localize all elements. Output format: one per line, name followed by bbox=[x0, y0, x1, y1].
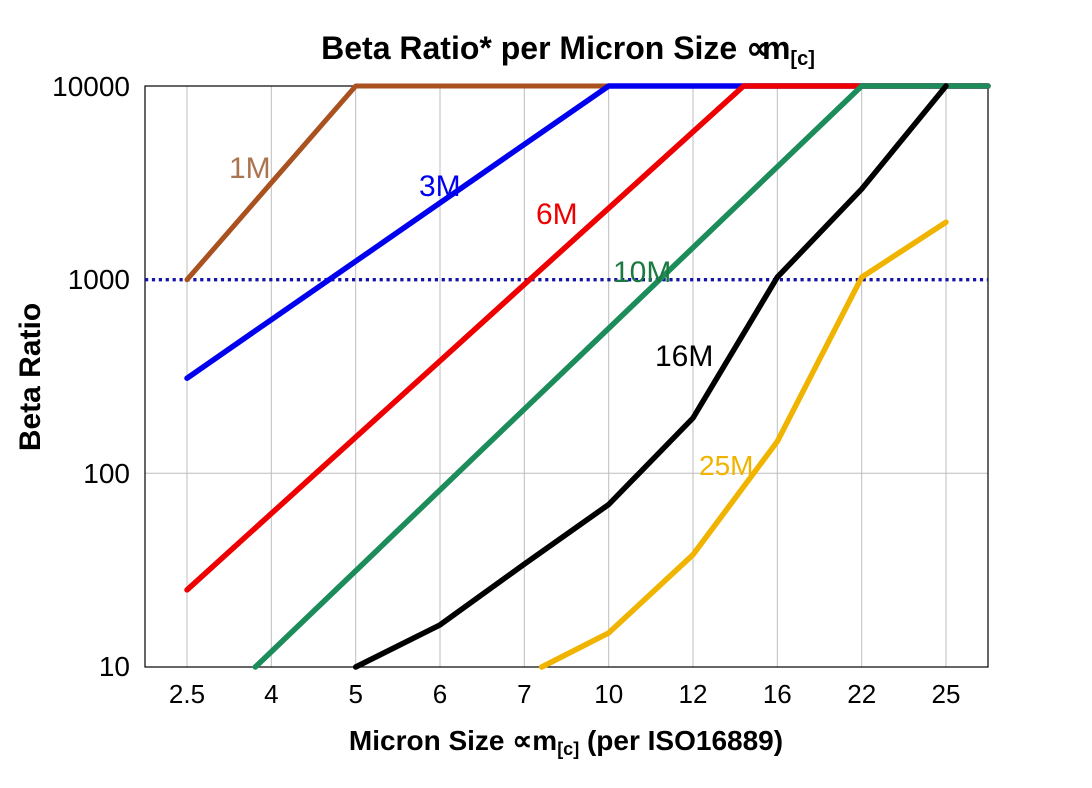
svg-text:Micron Size ∝m[c] (per ISO1688: Micron Size ∝m[c] (per ISO16889) bbox=[349, 725, 783, 759]
svg-text:12: 12 bbox=[679, 679, 708, 709]
svg-text:16M: 16M bbox=[655, 340, 713, 373]
svg-text:16: 16 bbox=[763, 679, 792, 709]
svg-text:1000: 1000 bbox=[68, 264, 130, 295]
svg-text:10M: 10M bbox=[613, 256, 671, 289]
svg-text:10000: 10000 bbox=[52, 71, 130, 102]
svg-text:5: 5 bbox=[348, 679, 362, 709]
svg-text:22: 22 bbox=[847, 679, 876, 709]
svg-text:7: 7 bbox=[517, 679, 531, 709]
svg-text:2.5: 2.5 bbox=[169, 679, 205, 709]
svg-text:10: 10 bbox=[594, 679, 623, 709]
svg-text:3M: 3M bbox=[419, 170, 461, 203]
svg-text:25M: 25M bbox=[699, 450, 753, 481]
svg-text:4: 4 bbox=[264, 679, 278, 709]
svg-text:Beta Ratio* per Micron Size ∝m: Beta Ratio* per Micron Size ∝m[c] bbox=[321, 30, 815, 70]
svg-text:6M: 6M bbox=[536, 198, 578, 231]
svg-text:10: 10 bbox=[99, 651, 130, 682]
svg-text:6: 6 bbox=[433, 679, 447, 709]
svg-text:Beta Ratio: Beta Ratio bbox=[14, 303, 47, 451]
svg-text:1M: 1M bbox=[229, 152, 271, 185]
svg-text:25: 25 bbox=[932, 679, 961, 709]
svg-text:100: 100 bbox=[83, 458, 130, 489]
